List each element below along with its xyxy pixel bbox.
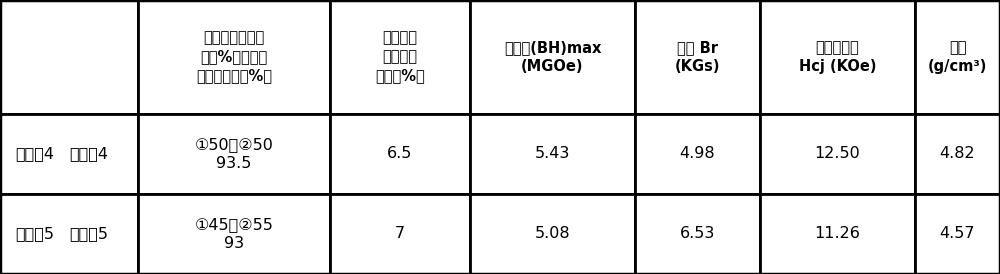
Text: 实施例5: 实施例5 xyxy=(15,227,54,241)
Bar xyxy=(330,0,470,114)
Text: 5.08: 5.08 xyxy=(535,227,570,241)
Text: 密度
(g/cm³): 密度 (g/cm³) xyxy=(928,40,987,74)
Bar xyxy=(138,0,330,114)
Text: 实施例4: 实施例4 xyxy=(69,146,108,161)
Bar xyxy=(0,0,138,114)
Text: 剩磁 Br
(KGs): 剩磁 Br (KGs) xyxy=(675,40,720,74)
Text: 粘结剂及
加工助剂
比重（%）: 粘结剂及 加工助剂 比重（%） xyxy=(375,30,425,84)
Bar xyxy=(915,114,1000,194)
Bar xyxy=(760,114,915,194)
Bar xyxy=(330,194,470,274)
Bar xyxy=(0,114,138,194)
Text: 杂化磁粉相对比
重（%）和在磁
体中总比重（%）: 杂化磁粉相对比 重（%）和在磁 体中总比重（%） xyxy=(196,30,272,84)
Text: 内禀矫顽力
Hcj (KOe): 内禀矫顽力 Hcj (KOe) xyxy=(799,40,876,74)
Bar xyxy=(138,194,330,274)
Bar xyxy=(635,0,760,114)
Text: 4.57: 4.57 xyxy=(940,227,975,241)
Bar xyxy=(915,0,1000,114)
Bar xyxy=(635,114,760,194)
Text: ①45；②55
93: ①45；②55 93 xyxy=(195,217,273,251)
Text: 5.43: 5.43 xyxy=(535,146,570,161)
Bar xyxy=(760,194,915,274)
Text: 7: 7 xyxy=(395,227,405,241)
Bar xyxy=(635,194,760,274)
Text: 11.26: 11.26 xyxy=(815,227,860,241)
Bar xyxy=(138,114,330,194)
Text: 4.98: 4.98 xyxy=(680,146,715,161)
Bar xyxy=(470,194,635,274)
Text: 实施例4: 实施例4 xyxy=(15,146,54,161)
Text: 12.50: 12.50 xyxy=(815,146,860,161)
Bar xyxy=(915,194,1000,274)
Bar xyxy=(330,114,470,194)
Bar xyxy=(0,194,138,274)
Bar xyxy=(760,0,915,114)
Bar xyxy=(470,114,635,194)
Text: ①50；②50
93.5: ①50；②50 93.5 xyxy=(195,137,273,171)
Text: 磁能积(BH)max
(MGOe): 磁能积(BH)max (MGOe) xyxy=(504,40,601,74)
Bar xyxy=(470,0,635,114)
Text: 6.5: 6.5 xyxy=(387,146,413,161)
Text: 4.82: 4.82 xyxy=(940,146,975,161)
Text: 6.53: 6.53 xyxy=(680,227,715,241)
Text: 实施例5: 实施例5 xyxy=(69,227,108,241)
